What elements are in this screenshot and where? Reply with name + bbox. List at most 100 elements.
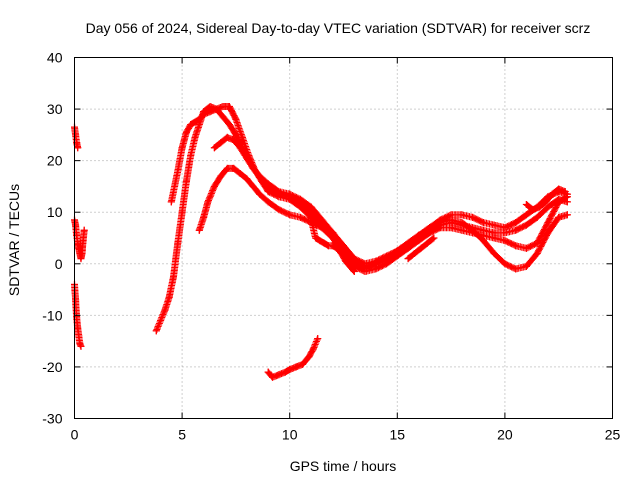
data-point (469, 224, 477, 232)
data-point (75, 244, 83, 252)
data-point (187, 121, 195, 129)
data-point (174, 239, 182, 247)
x-tick-label: 25 (605, 427, 621, 443)
data-point (191, 118, 199, 126)
data-point (210, 182, 218, 190)
data-point (299, 360, 307, 368)
data-point (243, 175, 251, 183)
data-point (77, 342, 85, 350)
series-arc-k (264, 335, 322, 381)
data-point (411, 249, 419, 257)
data-point (275, 188, 283, 196)
data-point (329, 242, 337, 250)
data-point (225, 102, 233, 110)
data-point (490, 221, 498, 229)
data-point (490, 249, 498, 257)
data-point (533, 213, 541, 221)
data-point (544, 229, 552, 237)
series-arc-h (307, 216, 358, 276)
x-tick-label: 20 (497, 427, 513, 443)
data-point (305, 353, 313, 361)
data-point (342, 257, 350, 265)
data-point (182, 128, 190, 136)
data-point (268, 373, 276, 381)
x-tick-label: 15 (390, 427, 406, 443)
data-point (501, 260, 509, 268)
ticks: 0 5 10 15 20 25 -30 -20 -10 0 10 20 30 40 (42, 50, 620, 443)
data-point (187, 151, 195, 159)
data-point (249, 164, 257, 172)
data-point (333, 244, 341, 252)
data-point (169, 273, 177, 281)
data-point (490, 229, 498, 237)
data-point (286, 366, 294, 374)
data-point (204, 198, 212, 206)
data-point (309, 345, 317, 353)
data-point (238, 133, 246, 141)
data-point (219, 113, 227, 121)
data-point (430, 234, 438, 242)
data-point (512, 226, 520, 234)
y-tick-label: 0 (55, 256, 63, 272)
data-point (316, 237, 324, 245)
data-point (80, 226, 88, 234)
data-point (243, 154, 251, 162)
data-point (72, 296, 80, 304)
data-point (230, 136, 238, 144)
y-tick-label: 30 (47, 101, 63, 117)
data-point (225, 121, 233, 129)
data-point (350, 268, 358, 276)
data-point (217, 172, 225, 180)
data-point (329, 229, 337, 237)
data-point (563, 198, 571, 206)
data-point (157, 317, 165, 325)
y-tick-label: -10 (42, 307, 62, 323)
data-point (447, 211, 455, 219)
data-point (426, 224, 434, 232)
data-point (417, 244, 425, 252)
data-point (249, 182, 257, 190)
data-point (75, 332, 83, 340)
data-point (264, 188, 272, 196)
data-point (213, 105, 221, 113)
data-point (555, 185, 563, 193)
data-point (195, 226, 203, 234)
data-point (542, 198, 550, 206)
data-point (191, 133, 199, 141)
data-point (314, 335, 322, 343)
data-point (383, 252, 391, 260)
data-point (307, 203, 315, 211)
y-tick-label: 10 (47, 204, 63, 220)
data-point (340, 242, 347, 250)
data-point (296, 203, 304, 211)
data-point (72, 131, 80, 139)
data-point (361, 260, 369, 268)
y-tick-label: 40 (47, 50, 63, 66)
plot-frame (74, 57, 613, 419)
x-tick-label: 10 (282, 427, 298, 443)
data-point (165, 293, 173, 301)
data-point (423, 239, 431, 247)
data-point (548, 190, 556, 198)
data-point (292, 363, 300, 371)
data-point (522, 221, 530, 229)
data-point (535, 203, 543, 211)
data-point (544, 219, 552, 227)
data-point (200, 110, 208, 118)
data-point (286, 211, 294, 219)
data-point (533, 239, 541, 247)
x-tick-label: 0 (71, 427, 79, 443)
data-point (286, 190, 294, 198)
data-point (501, 237, 509, 245)
data-point (447, 219, 455, 227)
data-point (77, 255, 85, 263)
data-point (436, 216, 444, 224)
data-point (458, 221, 466, 229)
data-point (404, 239, 412, 247)
data-point (210, 144, 218, 152)
data-point (561, 188, 569, 196)
data-point (72, 221, 80, 229)
data-point (404, 255, 412, 263)
y-tick-label: -30 (42, 411, 62, 427)
